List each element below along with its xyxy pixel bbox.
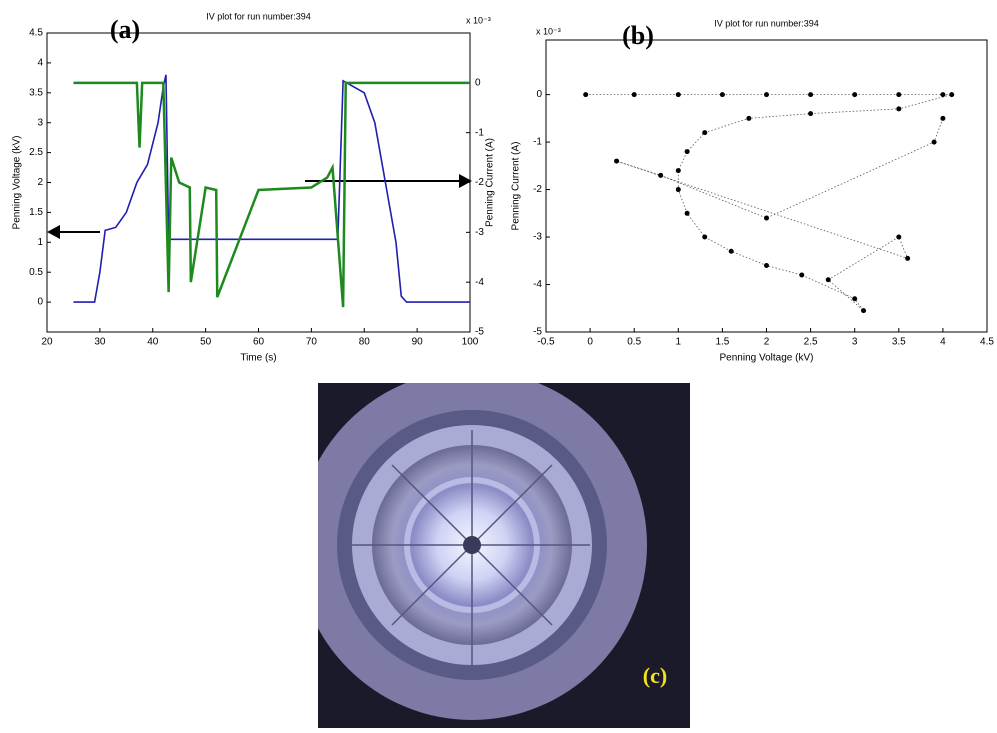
x-tick-label: 70	[306, 337, 318, 348]
point	[764, 216, 769, 221]
point	[676, 168, 681, 173]
x-tick-label: -0.5	[537, 337, 555, 348]
x-tick-label: 90	[412, 337, 424, 348]
x-tick-label: 50	[200, 337, 212, 348]
connecting-line	[586, 95, 952, 311]
point	[632, 92, 637, 97]
y-tick-label: -1	[533, 137, 542, 148]
y2-tick-label: -2	[475, 177, 484, 188]
photo-label: (c)	[643, 663, 667, 688]
point	[896, 235, 901, 240]
figure: (c) (a) IV plot for run number:394 Time (s…	[0, 0, 997, 728]
y2-scale-label: x 10⁻³	[466, 15, 491, 25]
x-tick-label: 30	[94, 337, 106, 348]
y2-tick-label: -1	[475, 127, 484, 138]
y-tick-label: -3	[533, 232, 542, 243]
y-tick-label: 4	[37, 58, 43, 69]
y2-tick-label: -5	[475, 327, 484, 338]
point	[583, 92, 588, 97]
y2-tick-label: -4	[475, 277, 484, 288]
x-tick-label: 100	[462, 337, 479, 348]
point	[852, 92, 857, 97]
y2-tick-label: -3	[475, 227, 484, 238]
y-tick-label: 0	[536, 89, 542, 100]
point	[940, 116, 945, 121]
y2-axis-label: Penning Current (A)	[485, 138, 496, 227]
y-tick-label: 0	[37, 297, 43, 308]
point	[852, 296, 857, 301]
point	[764, 92, 769, 97]
y-tick-label: -5	[533, 327, 542, 338]
point	[720, 92, 725, 97]
point	[685, 211, 690, 216]
point	[676, 187, 681, 192]
point	[702, 235, 707, 240]
x-tick-label: 2	[764, 337, 770, 348]
point	[764, 263, 769, 268]
point	[746, 116, 751, 121]
point	[896, 106, 901, 111]
photo	[297, 370, 690, 728]
y-tick-label: 1	[37, 237, 43, 248]
y2-tick-label: 0	[475, 77, 481, 88]
chart-title: IV plot for run number:394	[714, 18, 819, 28]
point	[808, 111, 813, 116]
x-tick-label: 80	[359, 337, 371, 348]
point	[949, 92, 954, 97]
x-tick-label: 3	[852, 337, 858, 348]
y-axis-label: Penning Current (A)	[511, 142, 522, 231]
y-tick-label: -2	[533, 184, 542, 195]
y-tick-label: 3	[37, 117, 43, 128]
x-tick-label: 40	[147, 337, 159, 348]
y-tick-label: 0.5	[29, 267, 43, 278]
point	[826, 277, 831, 282]
point	[614, 159, 619, 164]
x-axis-label: Penning Voltage (kV)	[720, 353, 814, 364]
x-axis-label: Time (s)	[240, 353, 276, 364]
point	[702, 130, 707, 135]
x-tick-label: 0.5	[627, 337, 641, 348]
point	[896, 92, 901, 97]
y-tick-label: 3.5	[29, 87, 43, 98]
point	[940, 92, 945, 97]
x-tick-label: 2.5	[804, 337, 818, 348]
y-axis-label: Penning Voltage (kV)	[12, 136, 23, 230]
x-tick-label: 0	[587, 337, 593, 348]
point	[799, 273, 804, 278]
x-tick-label: 3.5	[892, 337, 906, 348]
x-tick-label: 4	[940, 337, 946, 348]
point	[658, 173, 663, 178]
x-tick-label: 4.5	[980, 337, 994, 348]
x-tick-label: 1.5	[715, 337, 729, 348]
panel-label: (a)	[110, 15, 140, 44]
y-tick-label: 4.5	[29, 28, 43, 39]
x-tick-label: 60	[253, 337, 265, 348]
point	[729, 249, 734, 254]
y-tick-label: 2	[37, 177, 43, 188]
point	[676, 92, 681, 97]
point	[932, 140, 937, 145]
point	[808, 92, 813, 97]
y-tick-label: -4	[533, 279, 542, 290]
plot-frame	[546, 40, 987, 332]
point	[685, 149, 690, 154]
x-tick-label: 20	[41, 337, 53, 348]
plot-frame	[47, 33, 470, 332]
y-scale-label: x 10⁻³	[536, 26, 561, 36]
chart-title: IV plot for run number:394	[206, 11, 311, 21]
y-tick-label: 1.5	[29, 207, 43, 218]
x-tick-label: 1	[676, 337, 682, 348]
panel-label: (b)	[622, 21, 654, 50]
point	[905, 256, 910, 261]
point	[861, 308, 866, 313]
y-tick-label: 2.5	[29, 147, 43, 158]
